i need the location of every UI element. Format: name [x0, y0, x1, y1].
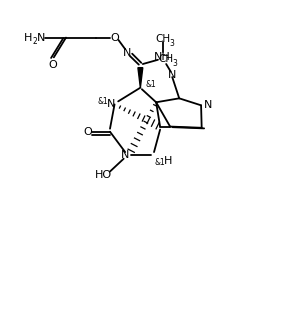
Text: HO: HO	[95, 170, 113, 180]
Text: O: O	[49, 60, 58, 70]
Text: H: H	[163, 156, 172, 166]
Text: N: N	[37, 33, 45, 43]
Text: &1: &1	[145, 79, 156, 89]
Text: N: N	[203, 100, 212, 110]
Text: &1: &1	[97, 97, 108, 106]
Text: 2: 2	[33, 37, 38, 46]
Text: &1: &1	[155, 158, 166, 167]
Text: N: N	[168, 70, 176, 80]
Text: N: N	[121, 150, 129, 159]
Text: O: O	[84, 127, 92, 137]
Text: 3: 3	[169, 39, 174, 48]
Text: CH: CH	[158, 54, 173, 64]
Text: H: H	[24, 33, 32, 43]
Text: 3: 3	[172, 59, 177, 68]
Polygon shape	[138, 68, 143, 88]
Text: O: O	[110, 33, 119, 43]
Text: NH: NH	[154, 52, 171, 62]
Text: CH: CH	[155, 34, 170, 44]
Text: N: N	[107, 99, 115, 109]
Text: N: N	[123, 48, 131, 58]
